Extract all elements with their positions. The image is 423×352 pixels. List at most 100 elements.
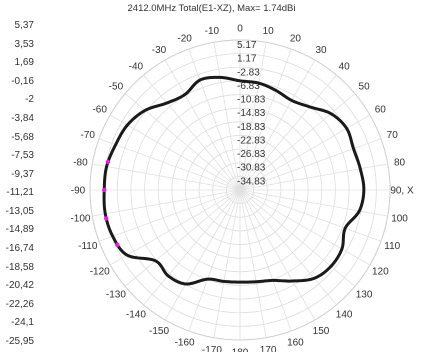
angle-tick-label: 30	[315, 45, 327, 56]
angle-tick-label: 90, X	[390, 186, 414, 197]
angle-tick-label: 40	[339, 61, 351, 72]
grid-spoke	[239, 93, 356, 191]
grid-spoke	[239, 114, 371, 191]
angle-tick-label: 150	[313, 326, 330, 337]
grid-spoke	[92, 163, 241, 191]
angle-tick-label: 180	[232, 348, 249, 352]
radial-tick-label: 1.17	[237, 54, 257, 65]
radial-tick-label: -2.83	[237, 67, 260, 78]
radial-tick-label: -18.83	[237, 122, 266, 133]
gain-scale-label: -13,05	[5, 205, 34, 217]
highlight-marker	[105, 159, 111, 165]
grid-spoke	[239, 74, 337, 191]
angle-tick-label: 0	[237, 24, 243, 35]
grid-spoke	[239, 42, 267, 191]
angle-tick-label: -150	[149, 326, 169, 337]
angle-tick-label: -160	[175, 338, 195, 349]
angle-tick-label: 110	[384, 241, 400, 252]
angle-tick-label: 170	[260, 345, 277, 352]
gain-scale-label: -18,58	[5, 261, 34, 273]
angle-tick-label: 130	[356, 290, 373, 301]
grid-spoke	[109, 114, 241, 191]
grid-spoke	[98, 189, 241, 242]
gain-scale-label: -0,16	[11, 75, 34, 87]
gain-scale-label: -22,26	[5, 298, 34, 310]
highlight-marker	[104, 216, 109, 221]
grid-spoke	[239, 48, 292, 191]
grid-spoke	[92, 189, 241, 217]
angle-tick-label: 160	[287, 338, 304, 349]
angle-tick-label: -120	[90, 267, 110, 278]
grid-spoke	[239, 163, 388, 191]
angle-tick-label: -170	[202, 345, 222, 352]
grid-spoke	[188, 189, 241, 332]
grid-spoke	[109, 189, 241, 266]
angle-tick-label: 70	[387, 130, 399, 141]
gain-scale-label: -7,53	[11, 150, 34, 162]
radial-tick-label: 5.17	[237, 40, 257, 51]
radial-tick-label: -26.83	[237, 149, 266, 160]
angle-tick-label: 140	[336, 310, 353, 321]
grid-spoke	[239, 189, 388, 217]
grid-spoke	[239, 189, 267, 338]
grid-spoke	[143, 74, 241, 191]
chart-title: 2412.0MHz Total(E1-XZ), Max= 1.74dBi	[127, 3, 296, 14]
grid-spoke	[239, 189, 356, 287]
gain-scale-label: -9,37	[11, 168, 34, 180]
grid-spoke	[164, 189, 241, 321]
gain-color-scale: 5,37 3,53 1,69 -0,16 -2 -3,84 -5,68 -7,53 -9,37 -…	[0, 20, 42, 350]
pattern-trace	[102, 75, 366, 286]
radial-tick-label: -30.83	[237, 163, 266, 174]
angle-tick-label: 100	[391, 214, 408, 225]
grid-spoke	[213, 189, 241, 338]
angle-tick-label: -60	[92, 105, 107, 116]
radial-tick-label: -10.83	[237, 95, 266, 106]
angle-tick-label: -10	[205, 26, 220, 37]
grid-spokes	[90, 40, 390, 340]
radial-tick-label: -22.83	[237, 135, 266, 146]
highlight-marker	[102, 187, 107, 193]
angle-tick-label: 10	[263, 26, 275, 37]
gain-scale-label: -24,1	[11, 317, 34, 329]
grid-spoke	[239, 59, 316, 191]
angle-tick-label: -140	[126, 310, 146, 321]
radial-tick-label: -34.83	[237, 176, 266, 187]
angle-tick-label: -50	[109, 81, 124, 92]
angle-tick-label: -20	[177, 33, 192, 44]
grid-spoke	[188, 48, 241, 191]
grid-spoke	[143, 189, 241, 306]
angle-tick-label: -110	[78, 241, 98, 252]
radial-tick-label: -14.83	[237, 108, 266, 119]
grid-spoke	[239, 138, 382, 191]
angle-tick-label: -70	[81, 130, 96, 141]
pattern-line	[102, 75, 366, 286]
gain-scale-label: -3,84	[11, 112, 34, 124]
angle-tick-label: -80	[73, 157, 88, 168]
gain-scale-label: 3,53	[14, 38, 34, 50]
gain-scale-label: -25,95	[5, 336, 34, 347]
angle-tick-label: -90	[71, 186, 86, 197]
angle-tick-label: -130	[106, 290, 126, 301]
grid-spoke	[124, 189, 241, 287]
gain-scale-label: 5,37	[14, 20, 34, 31]
gain-scale-label: -20,42	[5, 280, 34, 292]
gain-scale-label: -2	[25, 94, 34, 106]
grid-spoke	[164, 59, 241, 191]
angle-tick-label: 50	[359, 81, 371, 92]
radial-tick-label: -6.83	[237, 81, 260, 92]
grid-spoke	[98, 138, 241, 191]
gain-scale-label: -14,89	[5, 224, 34, 236]
angle-tick-label: -30	[152, 45, 167, 56]
angle-tick-label: 20	[290, 33, 302, 44]
highlight-marker	[115, 242, 120, 247]
gain-scale-label: -11,21	[6, 187, 34, 199]
angle-tick-label: -40	[129, 61, 144, 72]
angle-tick-label: 120	[372, 267, 389, 278]
grid-spoke	[239, 189, 292, 332]
grid-spoke	[239, 189, 337, 306]
angle-tick-label: -100	[70, 214, 90, 225]
angle-tick-label: 60	[375, 105, 387, 116]
radial-tick-labels: 5.17 1.17 -2.83 -6.83 -10.83 -14.83 -18.83 -22.…	[237, 40, 266, 187]
